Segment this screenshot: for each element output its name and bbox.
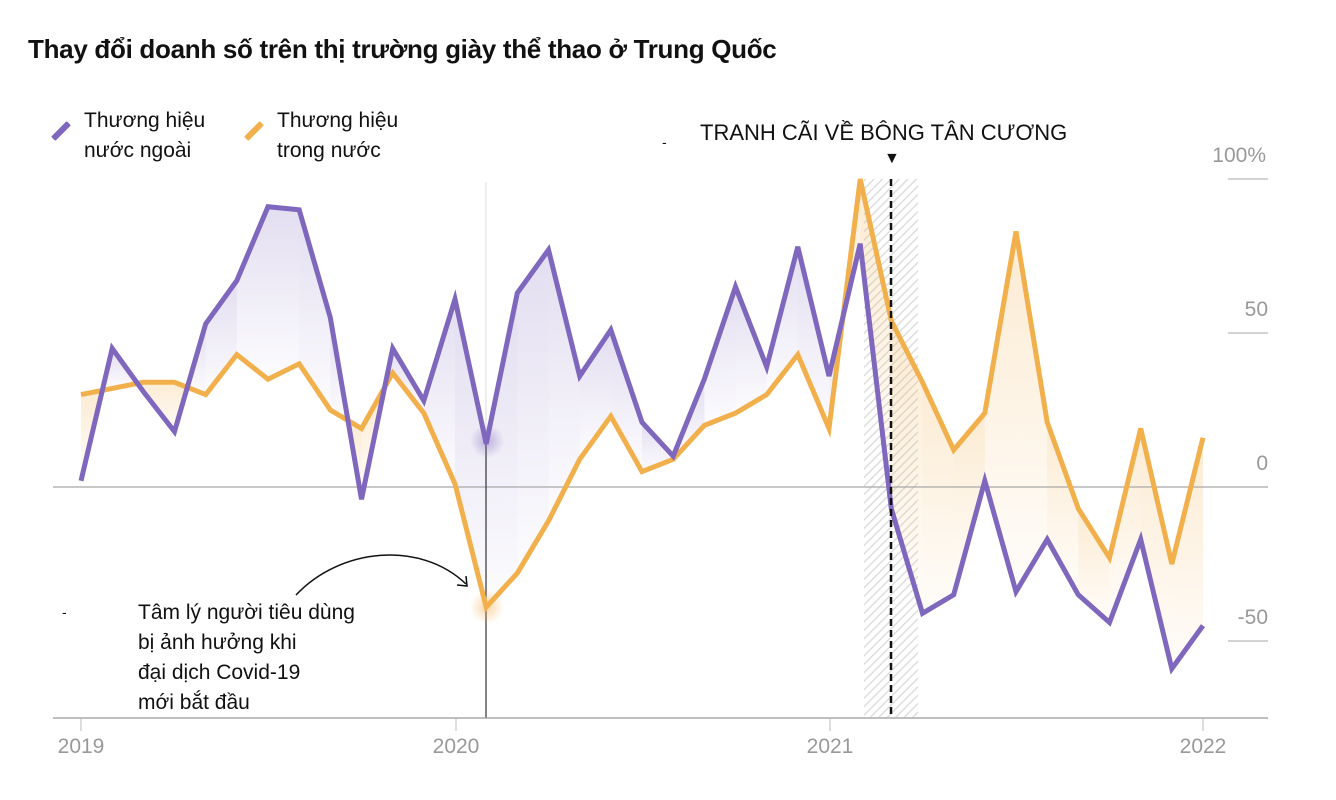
ytick-label-100: 100% [1212,144,1266,167]
covid-annotation-line3: đại dịch Covid-19 [138,661,301,684]
ytick-label-minus50: -50 [1237,606,1268,629]
covid-arrowhead-icon [456,575,468,587]
xtick-label-2022: 2022 [1179,735,1227,758]
covid-annotation: Tâm lý người tiêu dùng bị ảnh hưởng khi … [138,598,355,718]
xtick-label-2019: 2019 [57,735,105,758]
ytick-label-0: 0 [1256,452,1268,475]
annotation-dash: - [662,134,667,150]
legend-foreign-line1: Thương hiệu [84,109,206,132]
covid-annotation-line1: Tâm lý người tiêu dùng [138,601,355,624]
xinjiang-annotation: TRANH CÃI VỀ BÔNG TÂN CƯƠNG [700,120,1068,145]
annotation-dash-covid: - [62,604,67,620]
legend-foreign: Thương hiệu nước ngoài [50,106,205,166]
series-line-domestic [80,178,1206,613]
legend-domestic-line1: Thương hiệu [277,109,399,132]
legend-domestic-line2: trong nước [277,139,381,162]
ytick-label-50: 50 [1244,298,1268,321]
covid-annotation-line2: bị ảnh hưởng khi [138,631,297,654]
series-line-foreign [78,204,1206,675]
xtick-label-2021: 2021 [806,735,854,758]
covid-arrow [295,554,467,596]
xtick-label-2020: 2020 [432,735,480,758]
xinjiang-marker-icon: ▼ [884,150,900,167]
covid-annotation-line4: mới bắt đầu [138,691,250,714]
chart-title: Thay đổi doanh số trên thị trường giày t… [28,34,777,64]
legend-foreign-line2: nước ngoài [84,139,192,162]
legend-domestic: Thương hiệu trong nước [243,106,398,166]
